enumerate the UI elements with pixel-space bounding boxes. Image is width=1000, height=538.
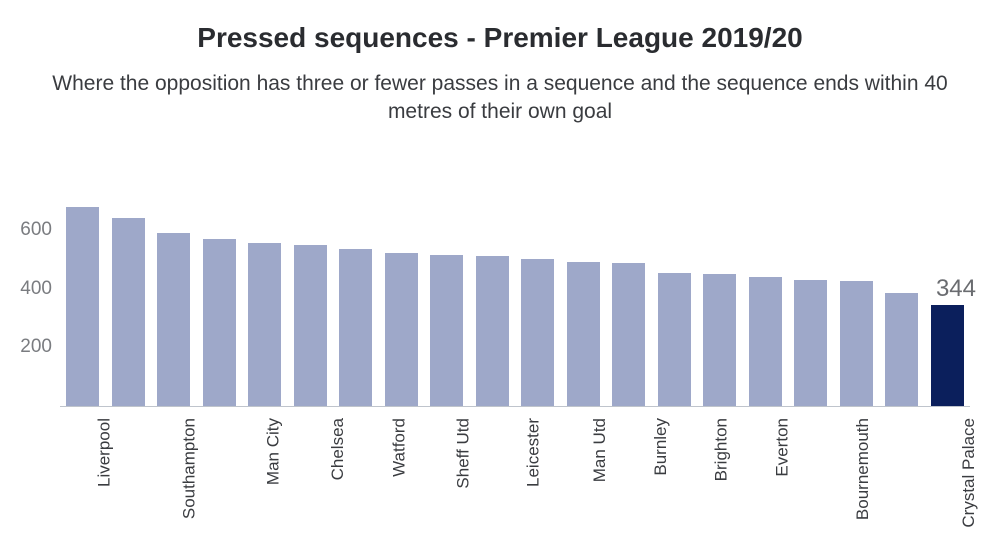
chart-subtitle: Where the opposition has three or fewer … bbox=[40, 70, 960, 126]
bar bbox=[794, 280, 827, 406]
highlight-value-label: 344 bbox=[936, 275, 976, 303]
x-axis-line bbox=[60, 406, 970, 407]
bar bbox=[885, 293, 918, 406]
x-axis-label: Brighton bbox=[712, 418, 732, 481]
bar bbox=[385, 253, 418, 406]
bar-slot bbox=[652, 186, 698, 406]
bar-slot bbox=[106, 186, 152, 406]
bar bbox=[476, 256, 509, 406]
x-label-slot: Leicester bbox=[489, 418, 558, 438]
bar-slot bbox=[606, 186, 652, 406]
x-axis-label: Burnley bbox=[651, 418, 671, 476]
x-axis-label: Southampton bbox=[180, 418, 200, 519]
bar bbox=[339, 249, 372, 406]
bar bbox=[66, 207, 99, 406]
bar bbox=[840, 281, 873, 406]
y-tick-label: 200 bbox=[20, 336, 60, 358]
x-axis-label: Chelsea bbox=[328, 418, 348, 480]
bar-slot bbox=[151, 186, 197, 406]
x-label-slot: Crystal Palace bbox=[904, 418, 1000, 438]
x-label-slot: Man City bbox=[230, 418, 297, 438]
bars-group bbox=[60, 186, 970, 406]
x-label-slot: Chelsea bbox=[297, 418, 359, 438]
bar-slot bbox=[561, 186, 607, 406]
x-label-slot: Everton bbox=[743, 418, 802, 438]
x-label-slot: Burnley bbox=[622, 418, 680, 438]
bar bbox=[703, 274, 736, 406]
bar bbox=[931, 305, 964, 406]
bar-slot bbox=[379, 186, 425, 406]
bar bbox=[749, 277, 782, 406]
x-axis-label: Leicester bbox=[524, 418, 544, 487]
bar bbox=[658, 273, 691, 406]
bar-slot bbox=[288, 186, 334, 406]
x-axis-label: Liverpool bbox=[95, 418, 115, 487]
x-axis-labels: LiverpoolSouthamptonMan CityChelseaWatfo… bbox=[60, 418, 970, 438]
x-axis-label: Everton bbox=[773, 418, 793, 477]
bar-slot bbox=[424, 186, 470, 406]
bar-slot bbox=[788, 186, 834, 406]
bar-slot bbox=[515, 186, 561, 406]
x-label-slot: Liverpool bbox=[60, 418, 129, 438]
bar-slot bbox=[470, 186, 516, 406]
chart-plot-area: 200400600 LiverpoolSouthamptonMan CityCh… bbox=[60, 186, 970, 538]
chart-title: Pressed sequences - Premier League 2019/… bbox=[0, 22, 1000, 54]
bar bbox=[294, 245, 327, 406]
bar bbox=[157, 233, 190, 406]
y-tick-label: 600 bbox=[20, 219, 60, 241]
bar-slot bbox=[197, 186, 243, 406]
bar bbox=[248, 243, 281, 406]
y-tick-label: 400 bbox=[20, 278, 60, 300]
x-label-slot: Southampton bbox=[129, 418, 230, 438]
x-axis-label: Watford bbox=[389, 418, 409, 477]
x-label-slot: Watford bbox=[360, 418, 419, 438]
bar-slot bbox=[879, 186, 925, 406]
x-label-slot: Sheff Utd bbox=[418, 418, 489, 438]
chart-container: Pressed sequences - Premier League 2019/… bbox=[0, 0, 1000, 538]
bar-slot bbox=[242, 186, 288, 406]
x-axis-label: Bournemouth bbox=[853, 418, 873, 520]
bar bbox=[567, 262, 600, 406]
bar bbox=[521, 259, 554, 406]
bar-slot bbox=[333, 186, 379, 406]
bar-slot bbox=[60, 186, 106, 406]
bar-slot bbox=[743, 186, 789, 406]
x-axis-label: Crystal Palace bbox=[959, 418, 979, 528]
x-label-slot: Brighton bbox=[680, 418, 743, 438]
x-axis-label: Sheff Utd bbox=[454, 418, 474, 489]
x-label-slot: Man Utd bbox=[558, 418, 622, 438]
x-axis-label: Man Utd bbox=[590, 418, 610, 482]
bar-slot bbox=[834, 186, 880, 406]
x-label-slot: Bournemouth bbox=[802, 418, 904, 438]
bar bbox=[430, 255, 463, 406]
bar bbox=[612, 263, 645, 406]
bar bbox=[112, 218, 145, 406]
x-axis-label: Man City bbox=[264, 418, 284, 485]
bar-slot bbox=[697, 186, 743, 406]
bar bbox=[203, 239, 236, 406]
